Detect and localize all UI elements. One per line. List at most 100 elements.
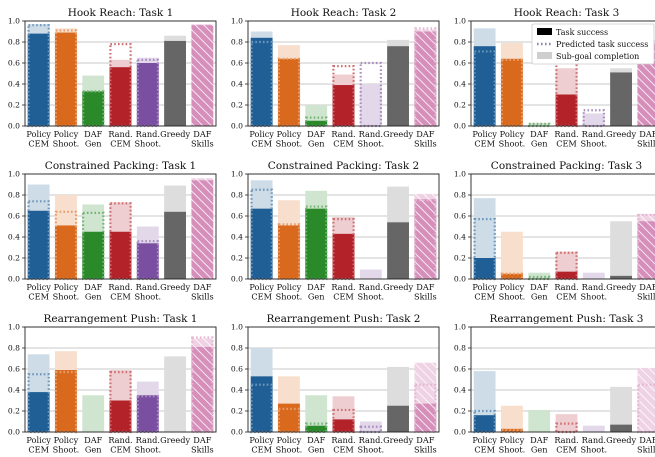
x-tick-label: Gen <box>85 292 102 302</box>
subgoal-bar <box>359 421 382 432</box>
success-bar <box>109 67 132 126</box>
success-bar <box>473 415 496 432</box>
predicted-bar <box>473 50 496 128</box>
y-tick-label: 0.4 <box>231 233 243 242</box>
x-tick-label: Policy <box>249 129 274 139</box>
y-tick-label: 0.8 <box>8 191 20 200</box>
plot-frame <box>470 20 655 127</box>
y-tick-label: 0.2 <box>8 254 20 263</box>
x-tick-label: Shoot. <box>357 292 384 302</box>
x-tick-label: Shoot. <box>357 139 384 149</box>
chart-title: Constrained Packing: Task 1 <box>45 160 196 172</box>
x-tick-label: CEM <box>28 292 49 302</box>
subgoal-bar <box>359 84 382 126</box>
y-tick-label: 0.8 <box>454 38 466 47</box>
x-tick-label: CEM <box>251 139 272 149</box>
x-tick-label: CEM <box>28 139 49 149</box>
x-tick-label: CEM <box>251 292 272 302</box>
x-tick-label: Skills <box>414 292 437 302</box>
y-tick-label: 1.0 <box>231 170 243 179</box>
x-tick-label: DAF <box>416 129 434 139</box>
x-tick-label: Shoot. <box>53 139 80 149</box>
x-tick-label: Policy <box>26 435 51 445</box>
success-bar <box>250 37 273 126</box>
x-tick-label: Shoot. <box>580 445 607 455</box>
x-tick-label: CEM <box>110 139 131 149</box>
subgoal-bar <box>164 356 186 432</box>
y-tick-label: 0.2 <box>231 101 243 110</box>
x-tick-label: CEM <box>556 139 577 149</box>
x-tick-label: Greedy <box>383 435 413 445</box>
success-bar <box>473 258 496 279</box>
y-tick-label: 0.4 <box>231 386 243 395</box>
x-tick-label: Policy <box>26 129 51 139</box>
success-bar <box>414 403 437 432</box>
subgoal-bar <box>582 272 605 279</box>
success-bar <box>82 231 105 279</box>
predicted-bar <box>109 42 132 128</box>
x-tick-label: DAF <box>307 282 325 292</box>
x-tick-label: Shoot. <box>276 139 303 149</box>
success-bar <box>501 58 523 126</box>
x-tick-label: Shoot. <box>499 445 526 455</box>
x-tick-label: CEM <box>333 292 354 302</box>
legend-swatch-success <box>537 28 552 35</box>
chart-panel: Constrained Packing: Task 1 0.0 0.2 0.4 0.6 0… <box>8 160 217 302</box>
y-tick-label: 0.6 <box>8 59 20 68</box>
chart-panel: Constrained Packing: Task 2 0.0 0.2 0.4 0.6 0… <box>231 160 440 302</box>
x-tick-label: Rand. <box>582 435 606 445</box>
subgoal-bar <box>82 395 105 432</box>
success-bar <box>610 72 632 126</box>
x-tick-label: Greedy <box>606 129 636 139</box>
x-tick-label: Policy <box>249 435 274 445</box>
y-tick-label: 1.0 <box>8 17 20 26</box>
y-tick-label: 0.0 <box>8 428 20 437</box>
y-tick-label: 0.2 <box>454 101 466 110</box>
y-tick-label: 1.0 <box>8 170 20 179</box>
success-bar <box>55 370 77 432</box>
x-tick-label: Policy <box>54 435 79 445</box>
y-tick-label: 0.0 <box>8 122 20 131</box>
success-bar <box>414 199 437 279</box>
x-tick-label: Skills <box>191 139 214 149</box>
y-tick-label: 0.8 <box>231 38 243 47</box>
x-tick-label: Policy <box>500 129 525 139</box>
x-tick-label: Rand. <box>359 435 383 445</box>
y-tick-label: 0.4 <box>454 386 466 395</box>
x-tick-label: Policy <box>277 129 302 139</box>
y-tick-label: 0.0 <box>454 122 466 131</box>
success-bar <box>191 180 214 279</box>
x-tick-label: Policy <box>472 129 497 139</box>
y-tick-label: 0.6 <box>231 212 243 221</box>
success-bar <box>82 91 105 126</box>
x-tick-label: Rand. <box>136 282 160 292</box>
y-tick-label: 0.4 <box>8 386 20 395</box>
plot-frame <box>247 20 440 127</box>
plot-frame <box>470 326 655 433</box>
predicted-bar <box>332 408 355 434</box>
y-tick-label: 0.6 <box>8 212 20 221</box>
x-tick-label: CEM <box>556 292 577 302</box>
predicted-bar <box>136 240 160 281</box>
x-tick-label: Policy <box>500 282 525 292</box>
x-tick-label: Policy <box>472 282 497 292</box>
success-bar <box>278 225 300 279</box>
success-bar <box>387 46 409 127</box>
success-bar <box>250 208 273 279</box>
x-tick-label: Policy <box>472 435 497 445</box>
success-bar <box>555 94 578 126</box>
x-tick-label: Rand. <box>554 435 578 445</box>
x-tick-label: DAF <box>530 435 548 445</box>
chart-title: Hook Reach: Task 2 <box>291 7 397 19</box>
x-tick-label: Rand. <box>331 282 355 292</box>
success-bar <box>278 58 300 126</box>
x-tick-label: Rand. <box>108 435 132 445</box>
x-tick-label: Rand. <box>136 435 160 445</box>
subgoal-bar <box>582 425 605 432</box>
x-tick-label: Gen <box>308 445 325 455</box>
predicted-bar <box>54 210 78 281</box>
success-bar <box>387 222 409 279</box>
success-bar <box>387 405 409 432</box>
y-tick-label: 0.6 <box>231 365 243 374</box>
y-tick-label: 0.8 <box>8 38 20 47</box>
